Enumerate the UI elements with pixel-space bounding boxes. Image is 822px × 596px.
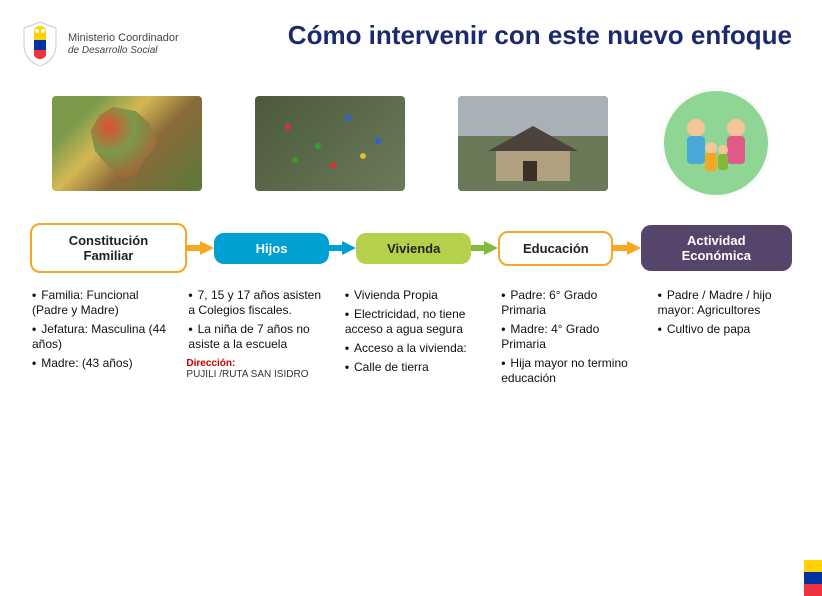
page-title: Cómo intervenir con este nuevo enfoque — [179, 20, 792, 51]
list-item: Calle de tierra — [345, 360, 479, 375]
arrow-icon — [613, 239, 640, 257]
image-ecuador-map — [52, 96, 202, 191]
arrow-icon — [187, 239, 214, 257]
col-vivienda: Vivienda Propia Electricidad, no tiene a… — [343, 288, 479, 390]
list-item: Cultivo de papa — [658, 322, 792, 337]
images-row — [0, 78, 822, 208]
logo-line2: de Desarrollo Social — [68, 45, 158, 56]
col-economica: Padre / Madre / hijo mayor: Agricultores… — [656, 288, 792, 390]
badges-row: Constitución Familiar Hijos Vivienda Edu… — [0, 208, 822, 283]
list-educacion: Padre: 6° Grado Primaria Madre: 4° Grado… — [499, 288, 635, 386]
ecuador-flag-stripe — [804, 560, 822, 596]
image-house — [458, 96, 608, 191]
col-constitucion: Familia: Funcional (Padre y Madre) Jefat… — [30, 288, 166, 390]
badge-constitucion: Constitución Familiar — [30, 223, 187, 273]
badge-hijos: Hijos — [214, 233, 329, 264]
logo-shield-icon — [20, 20, 60, 68]
list-item: Padre / Madre / hijo mayor: Agricultores — [658, 288, 792, 318]
logo-line1: Ministerio Coordinador — [68, 32, 179, 44]
badge-vivienda: Vivienda — [356, 233, 471, 264]
list-item: Acceso a la vivienda: — [345, 341, 479, 356]
logo-text: Ministerio Coordinador de Desarrollo Soc… — [68, 32, 179, 56]
list-constitucion: Familia: Funcional (Padre y Madre) Jefat… — [30, 288, 166, 371]
list-item: Madre: (43 años) — [32, 356, 166, 371]
list-item: Vivienda Propia — [345, 288, 479, 303]
arrow-icon — [329, 239, 356, 257]
list-item: 7, 15 y 17 años asisten a Colegios fisca… — [188, 288, 322, 318]
badge-educacion: Educación — [498, 231, 613, 266]
list-hijos: 7, 15 y 17 años asisten a Colegios fisca… — [186, 288, 322, 352]
ministry-logo: Ministerio Coordinador de Desarrollo Soc… — [20, 20, 179, 68]
header: Ministerio Coordinador de Desarrollo Soc… — [0, 0, 822, 78]
list-item: Familia: Funcional (Padre y Madre) — [32, 288, 166, 318]
list-item: Jefatura: Masculina (44 años) — [32, 322, 166, 352]
list-item: Madre: 4° Grado Primaria — [501, 322, 635, 352]
list-item: Electricidad, no tiene acceso a agua seg… — [345, 307, 479, 337]
content-row: Familia: Funcional (Padre y Madre) Jefat… — [0, 283, 822, 410]
list-vivienda: Vivienda Propia Electricidad, no tiene a… — [343, 288, 479, 375]
list-item: Padre: 6° Grado Primaria — [501, 288, 635, 318]
list-item: La niña de 7 años no asiste a la escuela — [188, 322, 322, 352]
list-item: Hija mayor no termino educación — [501, 356, 635, 386]
address-block: Dirección: PUJILI /RUTA SAN ISIDRO — [186, 358, 322, 380]
badge-economica: Actividad Económica — [641, 225, 793, 271]
address-label: Dirección: — [186, 358, 235, 369]
address-value: PUJILI /RUTA SAN ISIDRO — [186, 369, 308, 380]
image-satellite — [255, 96, 405, 191]
image-family-icon — [661, 88, 771, 198]
col-hijos: 7, 15 y 17 años asisten a Colegios fisca… — [186, 288, 322, 390]
list-economica: Padre / Madre / hijo mayor: Agricultores… — [656, 288, 792, 337]
arrow-icon — [471, 239, 498, 257]
col-educacion: Padre: 6° Grado Primaria Madre: 4° Grado… — [499, 288, 635, 390]
